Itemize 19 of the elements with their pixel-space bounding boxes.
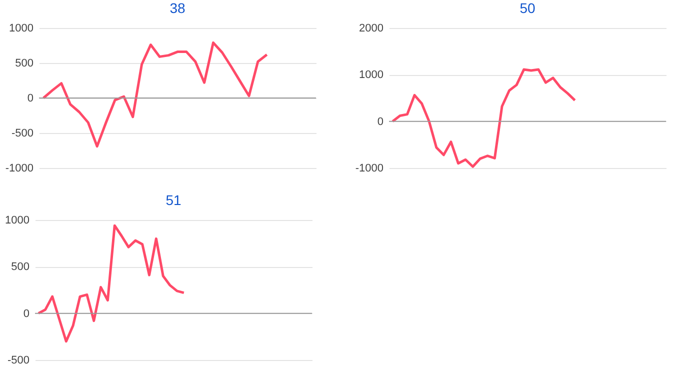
y-tick-label: 0	[23, 308, 30, 320]
line-series	[42, 41, 268, 148]
line-series	[37, 224, 186, 343]
y-tick-label: 0	[377, 116, 384, 128]
y-tick-label: 1000	[5, 214, 30, 226]
y-tick-label: 500	[15, 58, 34, 70]
y-tick-label: 500	[11, 261, 30, 274]
y-tick-label: 0	[27, 92, 34, 104]
line-series	[391, 68, 576, 168]
chart-title: 38	[170, 0, 186, 16]
y-tick-label: 1000	[359, 69, 384, 82]
chart-title: 51	[166, 192, 182, 208]
y-tick-label: -1000	[5, 162, 34, 174]
y-tick-label: -500	[11, 128, 34, 140]
y-tick-label: 2000	[359, 22, 384, 34]
y-tick-label: -1000	[355, 162, 384, 174]
chart-title: 50	[520, 0, 536, 16]
y-tick-label: -500	[7, 354, 30, 366]
y-tick-label: 1000	[9, 22, 34, 34]
